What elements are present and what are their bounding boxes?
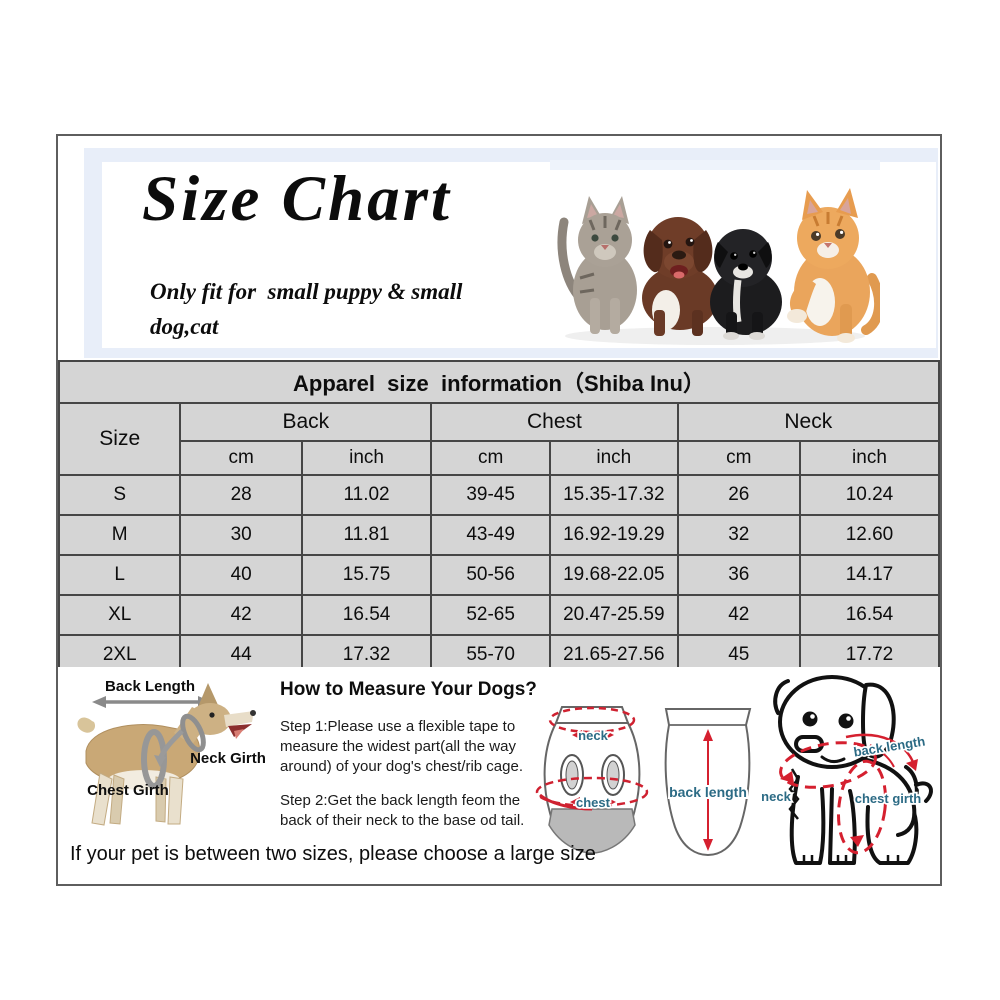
col-header-back: Back: [179, 402, 433, 442]
cell-chest-inch: 19.68-22.05: [549, 554, 679, 596]
step-1-text: Step 1:Please use a flexible tape to mea…: [280, 718, 524, 776]
cell-neck-inch: 16.54: [798, 594, 941, 636]
subtitle-line2: dog,cat: [150, 314, 219, 339]
gray-kitten: [557, 196, 637, 334]
cell-chest-inch: 15.35-17.32: [549, 474, 679, 516]
table-row-m: M 30 11.81 43-49 16.92-19.29 32 12.60: [57, 514, 941, 556]
page-subtitle: Only fit for small puppy & small dog,cat: [150, 274, 462, 344]
col-header-size: Size: [57, 402, 182, 476]
back-length-arrow: [92, 696, 212, 708]
harness-straps: [141, 713, 206, 789]
vest-back: back length: [664, 708, 752, 857]
table-unit-row: cm inch cm inch cm inch: [59, 440, 941, 476]
unit-chest-inch: inch: [549, 440, 679, 476]
unit-back-inch: inch: [300, 440, 433, 476]
unit-neck-inch: inch: [798, 440, 941, 476]
how-to-measure-heading: How to Measure Your Dogs?: [280, 679, 537, 700]
cell-back-inch: 15.75: [300, 554, 433, 596]
apparel-size-table: Apparel size information（Shiba Inu） Size…: [57, 360, 941, 676]
cell-size: S: [57, 474, 182, 516]
cell-back-cm: 42: [179, 594, 303, 636]
puppy-chest-girth-label: chest girth: [855, 791, 922, 806]
cell-size: M: [57, 514, 182, 556]
cell-neck-cm: 32: [676, 514, 801, 556]
how-to-measure-block: How to Measure Your Dogs? Step 1:Please …: [280, 679, 538, 845]
unit-back-cm: cm: [179, 440, 303, 476]
brown-puppy: [642, 217, 718, 336]
puppy-measure-lines: [779, 733, 918, 855]
cell-size: XL: [57, 594, 182, 636]
size-advice-note: If your pet is between two sizes, please…: [70, 843, 596, 865]
cell-back-inch: 16.54: [300, 594, 433, 636]
vest-neck-label: neck: [578, 728, 608, 743]
col-header-chest: Chest: [430, 402, 679, 442]
orange-kitten: [787, 188, 880, 343]
cell-back-cm: 30: [179, 514, 303, 556]
photo-top-strip: [550, 160, 880, 170]
cell-neck-inch: 12.60: [798, 514, 941, 556]
page-title: Size Chart: [142, 163, 452, 235]
puppy-face: [802, 711, 854, 729]
col-header-neck: Neck: [676, 402, 941, 442]
content-box: Size Chart Only fit for small puppy & sm…: [56, 134, 942, 886]
vest-front: neck chest: [535, 706, 649, 854]
cell-chest-cm: 50-56: [430, 554, 552, 596]
cell-neck-cm: 26: [676, 474, 801, 516]
pets-photo: [550, 160, 880, 345]
cell-chest-cm: 52-65: [430, 594, 552, 636]
cell-back-inch: 11.81: [300, 514, 433, 556]
cell-back-cm: 40: [179, 554, 303, 596]
vest-diagrams: neck chest back length: [535, 706, 752, 857]
cell-back-inch: 11.02: [300, 474, 433, 516]
black-puppy: [710, 229, 782, 340]
cell-neck-inch: 10.24: [798, 474, 941, 516]
cell-neck-cm: 42: [676, 594, 801, 636]
cell-chest-inch: 16.92-19.29: [549, 514, 679, 556]
cell-chest-inch: 20.47-25.59: [549, 594, 679, 636]
cell-neck-inch: 14.17: [798, 554, 941, 596]
table-group-header-row: Size Back Chest Neck: [57, 402, 941, 476]
subtitle-line1: Only fit for small puppy & small: [150, 279, 463, 304]
cell-neck-cm: 36: [676, 554, 801, 596]
vest-chest-label: chest: [576, 795, 611, 810]
cell-back-cm: 28: [179, 474, 303, 516]
puppy-fur-and-toes: [788, 768, 900, 863]
step-2-text: Step 2:Get the back length feom the back…: [280, 792, 525, 830]
measure-section: Back Length: [58, 667, 940, 884]
measure-dog-diagram: Back Length: [77, 678, 266, 826]
table-row-xl: XL 42 16.54 52-65 20.47-25.59 42 16.54: [57, 594, 941, 636]
cell-chest-cm: 39-45: [430, 474, 552, 516]
chest-girth-label: Chest Girth: [87, 782, 169, 799]
unit-neck-cm: cm: [676, 440, 801, 476]
back-length-label: Back Length: [105, 678, 195, 695]
neck-girth-label: Neck Girth: [190, 750, 266, 767]
cartoon-puppy-diagram: neck chest girth back length: [759, 675, 933, 865]
table-title: Apparel size information（Shiba Inu）: [58, 360, 940, 404]
table-row-s: S 28 11.02 39-45 15.35-17.32 26 10.24: [57, 474, 941, 516]
header-section: Size Chart Only fit for small puppy & sm…: [58, 136, 940, 360]
vest-back-length-label: back length: [669, 784, 747, 800]
table-title-row: Apparel size information（Shiba Inu）: [58, 360, 940, 404]
puppy-neck-label: neck: [761, 789, 791, 804]
cell-chest-cm: 43-49: [430, 514, 552, 556]
cell-size: L: [57, 554, 182, 596]
table-row-l: L 40 15.75 50-56 19.68-22.05 36 14.17: [57, 554, 941, 596]
unit-chest-cm: cm: [430, 440, 552, 476]
